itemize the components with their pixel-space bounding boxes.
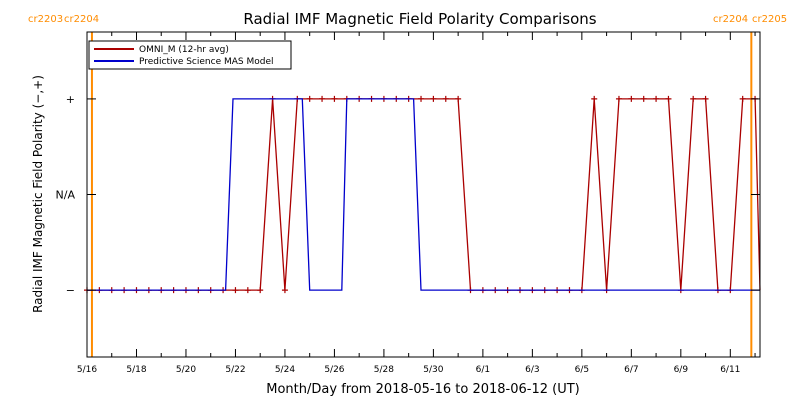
carrington-label-left-1: cr2203 bbox=[28, 14, 63, 25]
omni-point-16 bbox=[281, 287, 288, 294]
legend: OMNI_M (12-hr avg) Predictive Science MA… bbox=[88, 40, 292, 70]
omni-point-19 bbox=[319, 95, 326, 102]
series-line-2 bbox=[87, 98, 760, 291]
omni-point-45 bbox=[640, 95, 647, 102]
omni-point-50 bbox=[702, 95, 709, 102]
plot-layer bbox=[84, 32, 761, 357]
x-tick-label-11: 6/7 bbox=[624, 365, 638, 375]
x-tick-label-0: 5/16 bbox=[77, 365, 97, 375]
omni-point-12 bbox=[232, 287, 239, 294]
omni-point-29 bbox=[442, 95, 449, 102]
x-tick-label-13: 6/11 bbox=[720, 365, 740, 375]
x-tick-label-6: 5/28 bbox=[374, 365, 394, 375]
carrington-label-right-1: cr2204 bbox=[64, 14, 99, 25]
y-tick-label-1: N/A bbox=[56, 189, 76, 202]
x-tick-label-5: 5/26 bbox=[324, 365, 344, 375]
omni-point-53 bbox=[739, 95, 746, 102]
y-axis-label: Radial IMF Magnetic Field Polarity (−,+) bbox=[31, 75, 45, 313]
x-tick-label-1: 5/18 bbox=[126, 365, 146, 375]
omni-point-41 bbox=[591, 95, 598, 102]
omni-point-14 bbox=[257, 287, 264, 294]
legend-box bbox=[88, 40, 292, 70]
x-tick-label-3: 5/22 bbox=[225, 365, 245, 375]
x-tick-label-9: 6/3 bbox=[525, 365, 539, 375]
series-line-1 bbox=[87, 98, 761, 291]
y-tick-label-2: − bbox=[66, 284, 75, 297]
omni-point-18 bbox=[306, 95, 313, 102]
omni-point-13 bbox=[244, 287, 251, 294]
omni-point-28 bbox=[430, 95, 437, 102]
omni-point-49 bbox=[690, 95, 697, 102]
omni-point-46 bbox=[653, 95, 660, 102]
carrington-label-left-2: cr2204 bbox=[713, 14, 748, 25]
x-tick-label-7: 5/30 bbox=[423, 365, 443, 375]
legend-label-mas: Predictive Science MAS Model bbox=[139, 57, 274, 67]
x-tick-label-12: 6/9 bbox=[674, 365, 689, 375]
chart-title: Radial IMF Magnetic Field Polarity Compa… bbox=[243, 10, 596, 28]
axis-layer: 5/16 5/18 5/20 5/22 5/24 5/26 5/28 5/30 6/1 6/3 6/… bbox=[56, 32, 760, 375]
omni-point-43 bbox=[615, 95, 622, 102]
omni-point-47 bbox=[665, 95, 672, 102]
x-tick-label-2: 5/20 bbox=[176, 365, 196, 375]
x-tick-label-10: 6/5 bbox=[575, 365, 589, 375]
x-axis-label: Month/Day from 2018-05-16 to 2018-06-12 … bbox=[266, 382, 579, 397]
omni-point-44 bbox=[628, 95, 635, 102]
omni-point-30 bbox=[455, 95, 462, 102]
plot-frame bbox=[86, 31, 761, 358]
omni-point-20 bbox=[331, 95, 338, 102]
x-tick-label-8: 6/1 bbox=[476, 365, 490, 375]
legend-label-omni: OMNI_M (12-hr avg) bbox=[139, 45, 229, 55]
omni-point-27 bbox=[418, 95, 425, 102]
x-tick-label-4: 5/24 bbox=[275, 365, 295, 375]
carrington-label-right-2: cr2205 bbox=[752, 14, 787, 25]
y-tick-label-0: + bbox=[66, 93, 75, 106]
